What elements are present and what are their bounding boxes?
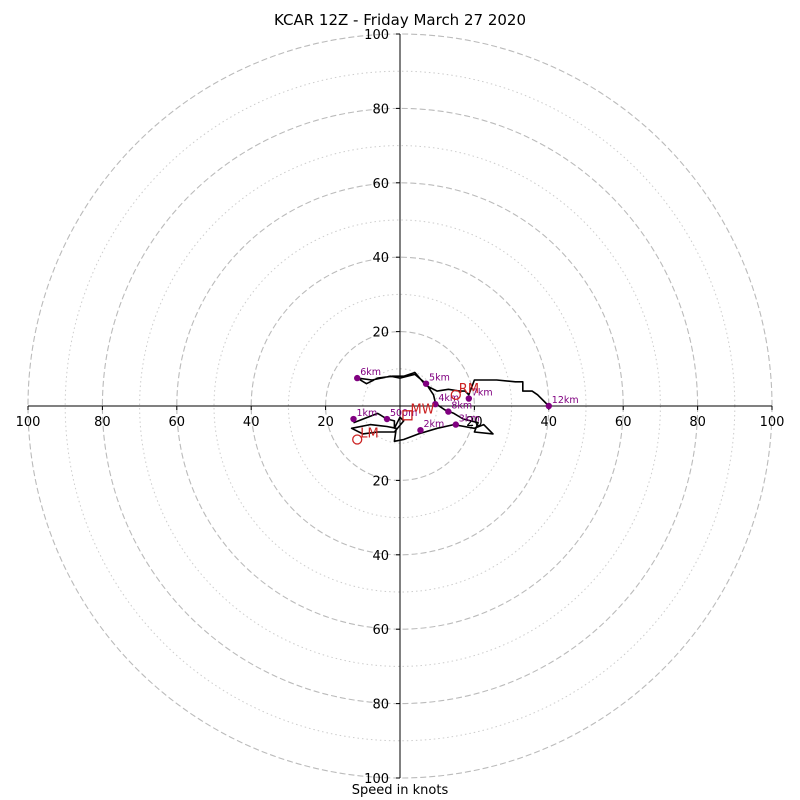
tick-label-top-40: 40 — [372, 251, 389, 266]
tick-label-left-60: 60 — [169, 415, 186, 430]
mw-marker — [402, 410, 413, 421]
height-marker-label-4km: 4km — [438, 393, 459, 404]
height-marker-1km — [350, 415, 357, 423]
lm-label: LM — [360, 426, 378, 441]
tick-label-top-60: 60 — [372, 177, 389, 192]
x-axis-label: Speed in knots — [351, 783, 449, 798]
tick-label-bottom-20: 20 — [372, 474, 389, 489]
height-marker-label-5km: 5km — [429, 373, 450, 384]
tick-label-left-20: 20 — [317, 415, 334, 430]
rm-label: RM — [459, 382, 479, 397]
tick-label-top-100: 100 — [364, 28, 389, 43]
tick-label-top-80: 80 — [372, 102, 389, 117]
tick-label-left-80: 80 — [94, 415, 111, 430]
height-marker-2km — [417, 426, 424, 434]
height-marker-label-500m: 500m — [390, 408, 417, 419]
height-marker-label-6km: 6km — [360, 367, 381, 378]
height-marker-7km — [465, 395, 473, 402]
height-marker-label-12km: 12km — [552, 395, 579, 406]
height-marker-label-3km: 3km — [459, 414, 480, 425]
tick-label-bottom-60: 60 — [372, 623, 389, 638]
rm-marker — [450, 389, 461, 400]
height-marker-5km — [422, 380, 430, 387]
height-marker-label-1km: 1km — [357, 408, 378, 419]
height-marker-3km — [452, 421, 459, 428]
height-marker-12km — [545, 402, 552, 410]
tick-label-top-20: 20 — [372, 326, 389, 341]
axes-layer — [28, 34, 772, 778]
lm-marker — [352, 434, 363, 445]
storm-motion-layer: RM LM MW — [352, 382, 479, 445]
height-marker-6km — [354, 374, 361, 382]
tick-label-right-100: 100 — [760, 415, 785, 430]
tick-labels: 100 80 60 40 20 20 40 60 80 100204060801002040608… — [16, 28, 785, 787]
tick-label-left-40: 40 — [243, 415, 260, 430]
tick-label-bottom-80: 80 — [372, 698, 389, 713]
hodograph-trace-layer — [350, 371, 550, 443]
height-marker-4km — [432, 400, 439, 408]
height-marker-500m — [383, 415, 391, 423]
tick-label-bottom-40: 40 — [372, 549, 389, 564]
mw-label: MW — [410, 402, 434, 417]
height-marker-label-8km: 8km — [451, 401, 472, 412]
tick-label-right-40: 40 — [541, 415, 558, 430]
height-marker-label-7km: 7km — [472, 388, 493, 399]
tick-label-left-100: 100 — [16, 415, 41, 430]
height-marker-8km — [445, 408, 452, 415]
chart-title: KCAR 12Z - Friday March 27 2020 — [273, 11, 526, 29]
tick-label-right-60: 60 — [615, 415, 632, 430]
tick-label-bottom-100: 100 — [364, 772, 389, 787]
tick-label-right-80: 80 — [689, 415, 706, 430]
hodograph-line — [350, 371, 550, 443]
height-marker-label-2km: 2km — [423, 419, 444, 430]
